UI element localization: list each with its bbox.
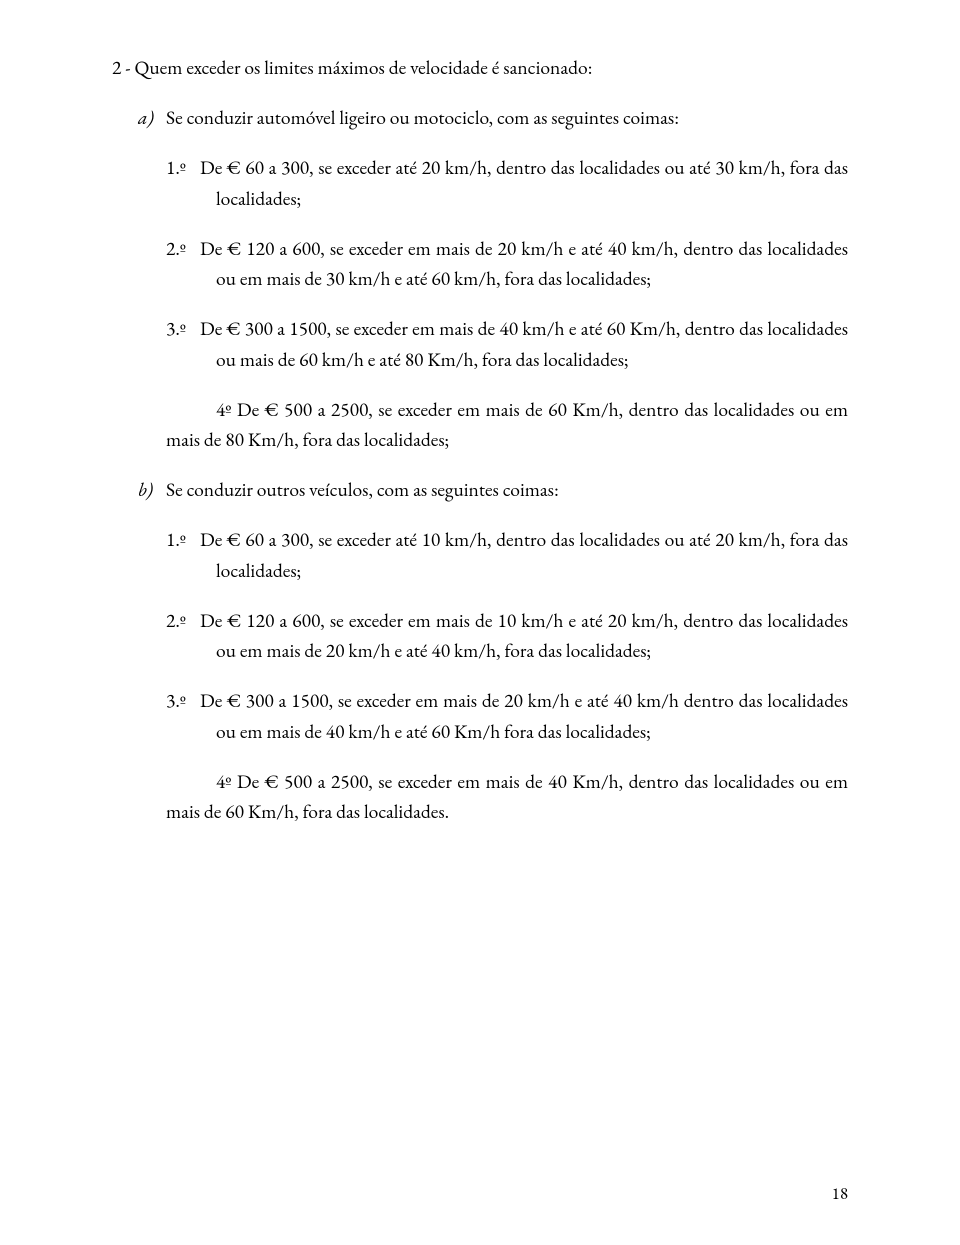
item-a-2-marker: 2.º [166,233,200,263]
item-a-2: 2.ºDe € 120 a 600, se exceder em mais de… [112,233,848,293]
item-b-2-text: De € 120 a 600, se exceder em mais de 10… [200,607,848,663]
item-b-1-text: De € 60 a 300, se exceder até 10 km/h, d… [200,526,848,582]
item-b-3-marker: 3.º [166,685,200,715]
item-b: b)Se conduzir outros veículos, com as se… [112,474,848,504]
item-a-1-marker: 1.º [166,152,200,182]
item-b-marker: b) [138,474,166,504]
item-a-1: 1.ºDe € 60 a 300, se exceder até 20 km/h… [112,152,848,212]
item-a-marker: a) [138,102,166,132]
item-a-4: 4º De € 500 a 2500, se exceder em mais d… [112,394,848,454]
item-a-1-text: De € 60 a 300, se exceder até 20 km/h, d… [200,154,848,210]
item-b-2: 2.ºDe € 120 a 600, se exceder em mais de… [112,605,848,665]
page-number: 18 [832,1183,848,1205]
item-a-3-marker: 3.º [166,313,200,343]
item-a-text: Se conduzir automóvel ligeiro ou motocic… [166,104,679,130]
item-a-4-text: 4º De € 500 a 2500, se exceder em mais d… [166,396,848,452]
item-a-2-text: De € 120 a 600, se exceder em mais de 20… [200,235,848,291]
item-b-3: 3.ºDe € 300 a 1500, se exceder em mais d… [112,685,848,745]
paragraph-heading: 2 - Quem exceder os limites máximos de v… [112,52,848,82]
item-a: a)Se conduzir automóvel ligeiro ou motoc… [112,102,848,132]
item-b-4-text: 4º De € 500 a 2500, se exceder em mais d… [166,768,848,824]
item-b-2-marker: 2.º [166,605,200,635]
item-a-3: 3.ºDe € 300 a 1500, se exceder em mais d… [112,313,848,373]
item-b-1-marker: 1.º [166,524,200,554]
item-b-text: Se conduzir outros veículos, com as segu… [166,476,559,502]
item-b-4: 4º De € 500 a 2500, se exceder em mais d… [112,766,848,826]
item-b-1: 1.ºDe € 60 a 300, se exceder até 10 km/h… [112,524,848,584]
item-a-3-text: De € 300 a 1500, se exceder em mais de 4… [200,315,848,371]
item-b-3-text: De € 300 a 1500, se exceder em mais de 2… [200,687,848,743]
